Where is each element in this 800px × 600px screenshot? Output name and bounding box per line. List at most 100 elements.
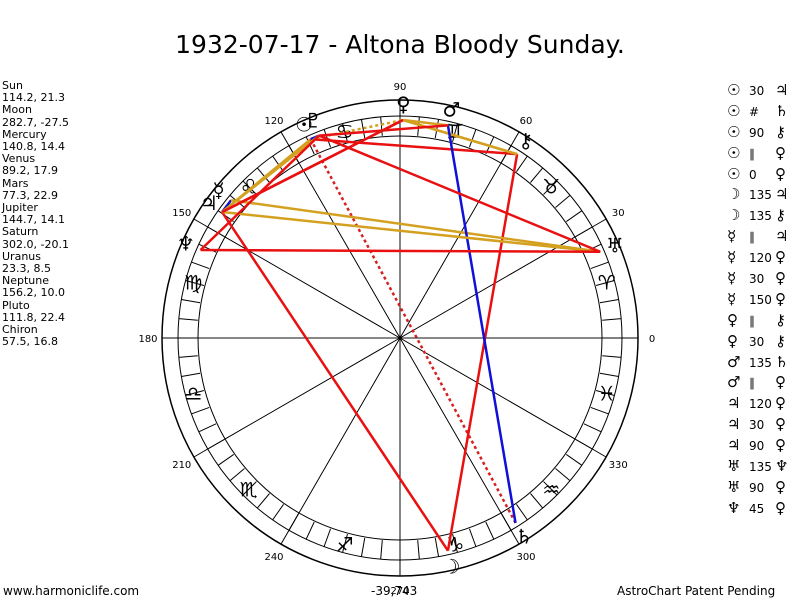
degree-label: 180 [138,334,157,345]
aspect-row: ♃ 30 ♀ [727,414,788,435]
degree-label: 240 [264,552,283,563]
aspect-angle: 90 [749,480,765,495]
aspect-row: ♀ 30 ⚷ [727,331,788,352]
degree-label: 120 [264,116,283,127]
aspect-angle: 90 [749,125,765,140]
degree-tick [530,167,544,183]
degree-tick [530,493,544,509]
degree-label: 90 [394,82,407,93]
zodiac-glyph: ♈ [598,271,616,295]
planet-coords-moon: 282.7, -27.5 [2,115,69,129]
aspect-line [221,134,320,214]
planet-coords-saturn: 302.0, -20.1 [2,237,69,251]
aspect-line [402,118,518,156]
aspect-planet2-glyph: ♀ [775,477,786,496]
aspect-row: ♆ 45 ♀ [727,498,788,519]
degree-tick [452,533,458,553]
aspect-row: ♂ ∥ ♀ [727,372,788,393]
planet-glyph-moon: ☽ [442,554,460,578]
degree-tick [272,155,284,172]
aspect-line [446,125,517,524]
degree-tick [434,537,440,557]
aspect-row: ☿ 150 ♀ [727,289,788,310]
zodiac-glyph: ♓ [598,381,616,405]
degree-label: 210 [172,460,191,471]
aspect-row: ☉ 90 ⚷ [727,122,788,143]
degree-tick [516,155,528,172]
zodiac-glyph: ♍ [184,271,202,295]
aspect-planet2-glyph: ⚷ [775,122,786,141]
degree-tick [595,390,615,396]
aspect-planet1-glyph: ♃ [727,394,741,413]
aspect-line [221,210,601,254]
footer-website[interactable]: www.harmoniclife.com [3,584,140,598]
footer-patent: AstroChart Patent Pending [617,584,776,598]
degree-tick [566,210,583,222]
degree-tick [185,390,205,396]
degree-tick [178,355,198,358]
aspect-planet2-glyph: ♀ [775,269,786,288]
degree-tick [583,423,602,433]
planet-coords-chiron: 57.5, 16.8 [2,335,58,349]
house-divider [500,512,520,545]
aspect-line [446,153,519,551]
aspect-planet1-glyph: ♆ [727,498,741,517]
degree-tick [380,116,383,136]
zodiac-glyph: ♒ [542,477,560,501]
degree-label: 300 [516,552,535,563]
degree-label: 30 [612,208,625,219]
aspect-row: ♅ 135 ♆ [727,456,788,477]
aspect-angle: 135 [749,355,772,370]
degree-tick [555,468,571,482]
aspect-angle: 30 [749,334,765,349]
aspect-planet2-glyph: ⚷ [775,206,786,225]
planet-coords-neptune: 156.2, 10.0 [2,286,65,300]
aspect-angle: 0 [749,167,757,182]
zodiac-glyph: ♐ [336,533,354,557]
aspect-row: ☿ 120 ♀ [727,247,788,268]
aspect-row: ☉ 0 ♀ [727,164,788,185]
aspect-planet1-glyph: ☽ [727,185,741,204]
house-divider [574,218,607,238]
chart-title: 1932-07-17 - Altona Bloody Sunday. [175,30,625,59]
degree-tick [485,521,495,540]
degree-tick [185,280,205,286]
degree-tick [229,468,245,482]
degree-tick [256,493,270,509]
degree-tick [566,454,583,466]
degree-tick [360,119,366,139]
aspect-planet2-glyph: ♀ [775,143,786,162]
planet-coords-jupiter: 144.7, 14.1 [2,213,65,227]
planet-coords-mercury: 140.8, 14.4 [2,140,65,154]
planet-glyph-sun: ☉ [295,113,313,137]
house-divider [193,218,226,238]
aspect-planet2-glyph: ⚷ [775,310,786,329]
aspect-planet2-glyph: ♄ [775,352,789,371]
degree-tick [342,533,348,553]
aspect-planet2-glyph: ⚷ [775,331,786,350]
house-divider [500,131,520,164]
planet-glyph-mars: ♂ [442,98,460,122]
degree-label: 60 [520,116,533,127]
aspect-planet2-glyph: ♀ [775,498,786,517]
aspect-planet1-glyph: ♂ [727,352,741,371]
aspect-planet1-glyph: ♂ [727,373,741,392]
aspect-planet1-glyph: ☽ [727,206,741,225]
zodiac-glyph: ♏ [240,477,258,501]
degree-tick [602,355,622,358]
degree-tick [217,454,234,466]
aspect-planet1-glyph: ♃ [727,415,741,434]
planet-glyph-chiron: ⚷ [518,129,533,153]
aspect-planet1-glyph: ☉ [727,101,741,120]
planet-glyph-uranus: ♅ [606,233,624,257]
degree-tick [599,298,619,304]
aspect-angle: 135 [749,460,772,475]
degree-label: 0 [649,334,655,345]
aspect-line [221,118,404,214]
aspect-row: ♃ 120 ♀ [727,393,788,414]
planet-name-saturn: Saturn [2,225,39,239]
aspect-row: ♀ ∥ ⚷ [727,310,788,331]
aspect-planet1-glyph: ♅ [727,477,741,496]
degree-tick [590,406,609,415]
degree-tick [468,129,477,148]
